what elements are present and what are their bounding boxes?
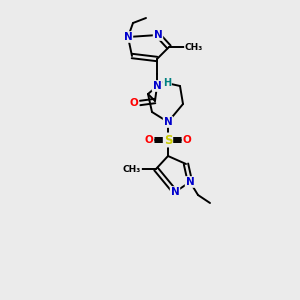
Text: N: N <box>171 187 179 197</box>
Text: N: N <box>164 117 172 127</box>
Text: N: N <box>154 30 162 40</box>
Text: O: O <box>130 98 138 108</box>
Text: N: N <box>124 32 132 42</box>
Text: N: N <box>153 81 161 91</box>
Text: H: H <box>163 78 171 88</box>
Text: O: O <box>145 135 153 145</box>
Text: S: S <box>164 134 172 146</box>
Text: CH₃: CH₃ <box>123 164 141 173</box>
Text: O: O <box>183 135 191 145</box>
Text: CH₃: CH₃ <box>185 43 203 52</box>
Text: N: N <box>186 177 194 187</box>
